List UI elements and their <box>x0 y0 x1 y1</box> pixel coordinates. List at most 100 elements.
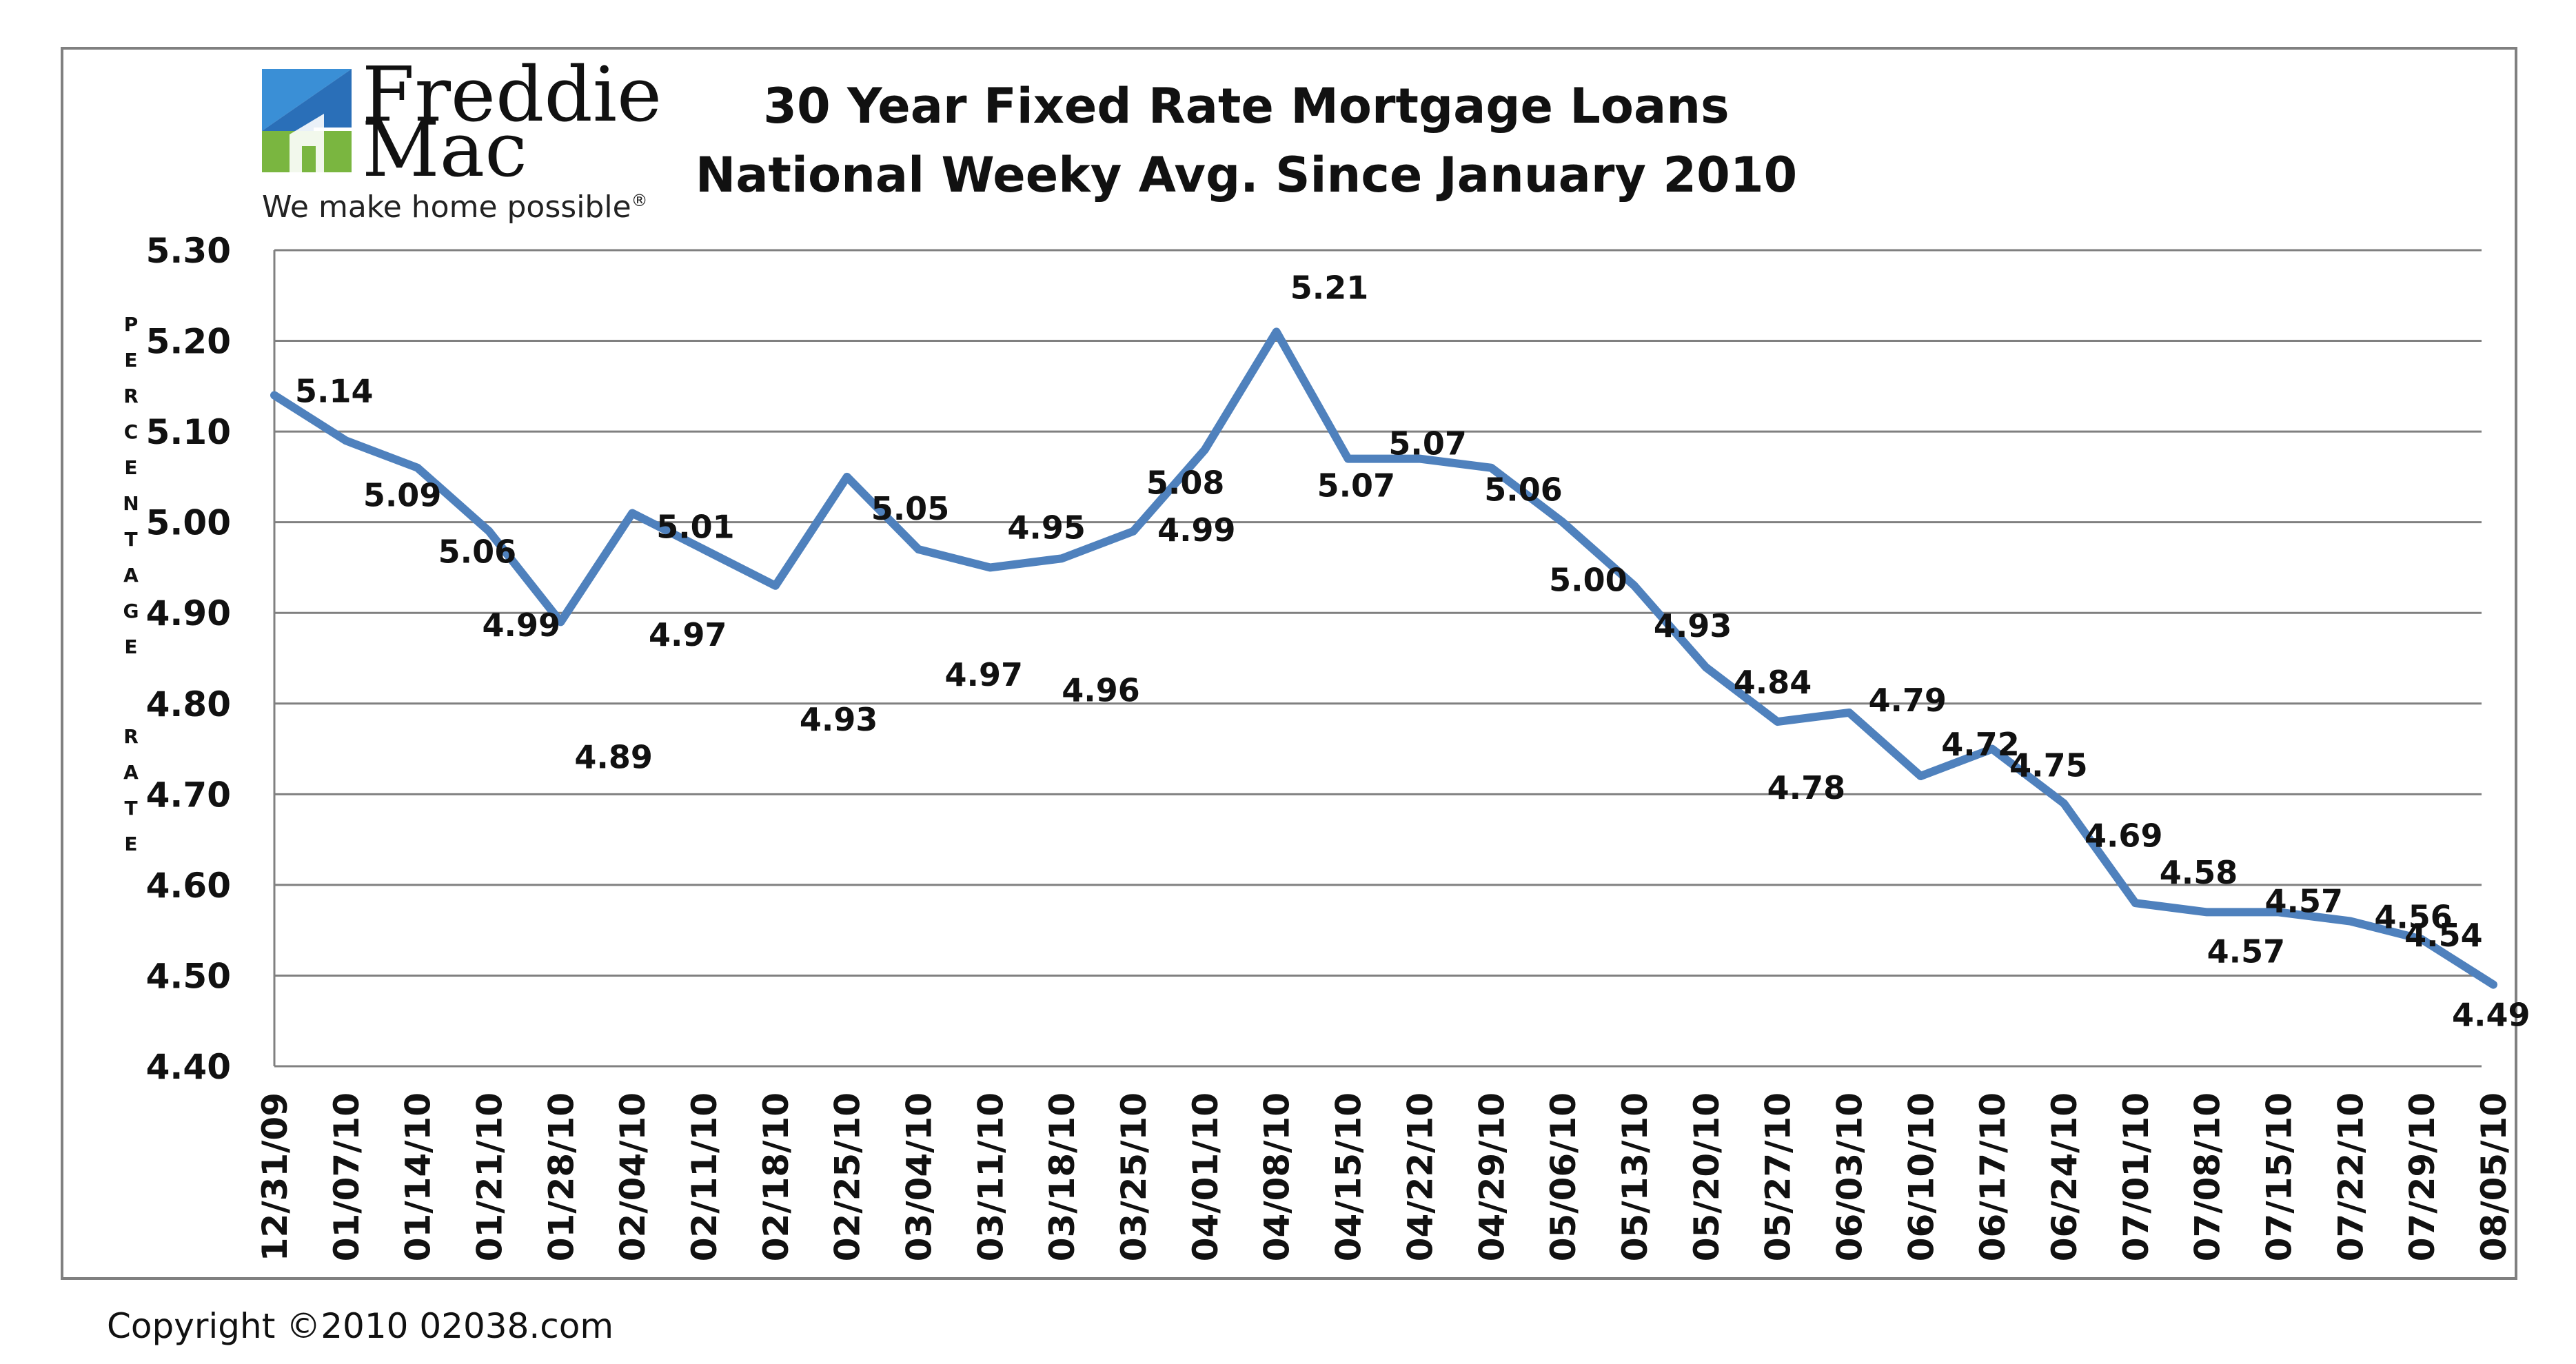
series-line <box>270 327 2497 989</box>
x-tick-label: 07/29/10 <box>2402 1092 2442 1261</box>
y-axis-label-letter: T <box>124 528 137 551</box>
x-tick-label: 06/24/10 <box>2045 1092 2085 1261</box>
data-label: 5.21 <box>1290 269 1369 306</box>
y-axis-label-letter: C <box>124 420 139 443</box>
data-label: 4.72 <box>1941 726 2020 763</box>
grid-lines <box>273 249 2482 1068</box>
x-tick-label: 02/11/10 <box>684 1092 724 1261</box>
data-label: 4.96 <box>1062 671 1140 709</box>
data-label: 4.97 <box>649 616 727 653</box>
y-axis-label-letter: E <box>124 349 137 371</box>
data-label: 4.57 <box>2264 882 2343 919</box>
x-tick-label: 04/15/10 <box>1329 1092 1369 1261</box>
logo-line2: Mac <box>362 105 527 194</box>
data-label: 5.00 <box>1549 562 1627 599</box>
data-label: 4.58 <box>2160 854 2238 891</box>
x-tick-label: 05/13/10 <box>1615 1092 1655 1261</box>
house-door-icon <box>302 146 316 172</box>
x-tick-label: 03/11/10 <box>971 1092 1011 1261</box>
logo-tagline: We make home possible® <box>262 190 648 225</box>
y-tick-label: 5.00 <box>146 503 231 543</box>
data-labels: 5.14 5.09 5.06 4.99 4.89 5.01 4.97 4.93 5.05 4.97… <box>295 269 2531 1033</box>
y-tick-label: 4.50 <box>146 956 231 996</box>
data-label: 4.49 <box>2452 997 2531 1034</box>
x-tick-label: 04/22/10 <box>1400 1092 1440 1261</box>
x-tick-label: 05/27/10 <box>1758 1092 1798 1261</box>
data-label: 4.78 <box>1767 769 1846 806</box>
x-tick-label: 04/29/10 <box>1472 1092 1512 1261</box>
data-label: 5.07 <box>1317 467 1396 505</box>
data-label: 4.69 <box>2085 817 2163 854</box>
y-axis-label-letter: E <box>124 635 137 658</box>
data-label: 4.75 <box>2009 747 2088 784</box>
logo-blue-shade <box>262 69 352 131</box>
data-label: 5.09 <box>363 476 442 513</box>
data-label: 4.56 <box>2374 899 2453 936</box>
x-tick-label: 02/25/10 <box>828 1092 868 1261</box>
x-tick-label: 01/21/10 <box>470 1092 510 1261</box>
y-axis-label-letter: P <box>124 313 139 336</box>
data-label: 4.93 <box>800 701 878 738</box>
x-tick-label: 07/22/10 <box>2331 1092 2371 1261</box>
x-tick-label: 05/20/10 <box>1687 1092 1727 1261</box>
data-label: 4.89 <box>574 738 653 775</box>
data-label: 4.79 <box>1868 682 1947 719</box>
data-label: 4.57 <box>2207 933 2286 970</box>
data-label: 5.05 <box>871 490 950 527</box>
x-tick-label: 03/04/10 <box>900 1092 940 1261</box>
y-axis-label-letter: R <box>123 385 139 407</box>
data-label: 5.08 <box>1146 464 1225 501</box>
y-tick-label: 5.10 <box>146 412 231 452</box>
y-tick-label: 5.30 <box>146 231 231 271</box>
y-axis-label-letter: T <box>124 797 137 820</box>
logo-tagline-mark: ® <box>631 191 648 210</box>
x-tick-label: 06/10/10 <box>1901 1092 1941 1261</box>
y-axis-label-letter: A <box>123 761 139 784</box>
data-label: 4.99 <box>1157 511 1236 549</box>
x-tick-label: 06/03/10 <box>1829 1092 1869 1261</box>
x-tick-label: 06/17/10 <box>1973 1092 2013 1261</box>
y-axis-label-letter: E <box>124 456 137 479</box>
chart-subtitle: National Weeky Avg. Since January 2010 <box>696 147 1798 203</box>
data-label: 4.84 <box>1734 664 1812 701</box>
x-tick-label: 02/18/10 <box>756 1092 796 1261</box>
x-tick-label: 01/28/10 <box>541 1092 581 1261</box>
x-tick-label: 07/08/10 <box>2188 1092 2228 1261</box>
y-tick-label: 4.70 <box>146 775 231 815</box>
x-tick-label: 05/06/10 <box>1543 1092 1583 1261</box>
data-label: 5.06 <box>438 533 517 571</box>
x-tick-label: 07/01/10 <box>2116 1092 2156 1261</box>
x-tick-label: 08/05/10 <box>2474 1092 2514 1261</box>
y-tick-label: 4.80 <box>146 684 231 724</box>
data-label: 5.07 <box>1388 425 1467 462</box>
data-label: 4.99 <box>483 607 561 644</box>
data-label: 4.97 <box>945 656 1024 693</box>
data-label: 4.95 <box>1007 509 1086 546</box>
y-axis-label-letter: E <box>124 833 137 855</box>
chart-title: 30 Year Fixed Rate Mortgage Loans <box>763 78 1729 134</box>
y-tick-label: 4.90 <box>146 593 231 633</box>
x-tick-label: 01/14/10 <box>398 1092 438 1261</box>
logo-line1: Freddie <box>362 50 662 139</box>
x-tick-label: 02/04/10 <box>613 1092 653 1261</box>
data-label: 5.01 <box>656 509 735 546</box>
data-label: 5.06 <box>1484 471 1563 509</box>
x-tick-label: 04/08/10 <box>1257 1092 1297 1261</box>
copyright-text: Copyright ©2010 02038.com <box>107 1306 614 1346</box>
y-axis-ticks: 4.40 4.50 4.60 4.70 4.80 4.90 5.00 5.10 5.20 5.30 <box>146 231 231 1087</box>
y-axis-label-letter: R <box>123 725 139 748</box>
x-axis-ticks: 12/31/09 01/07/10 01/14/10 01/21/10 01/28/10… <box>255 1092 2514 1261</box>
logo-tagline-text: We make home possible <box>262 190 631 225</box>
freddie-mac-logo: Freddie Mac We make home possible® <box>262 50 662 225</box>
data-label: 4.93 <box>1654 607 1732 644</box>
y-tick-label: 4.40 <box>146 1047 231 1087</box>
x-tick-label: 03/18/10 <box>1042 1092 1082 1261</box>
x-tick-label: 04/01/10 <box>1186 1092 1226 1261</box>
x-tick-label: 01/07/10 <box>327 1092 367 1261</box>
x-tick-label: 07/15/10 <box>2259 1092 2299 1261</box>
chart-frame <box>61 47 2517 1280</box>
x-tick-label: 12/31/09 <box>255 1092 295 1261</box>
